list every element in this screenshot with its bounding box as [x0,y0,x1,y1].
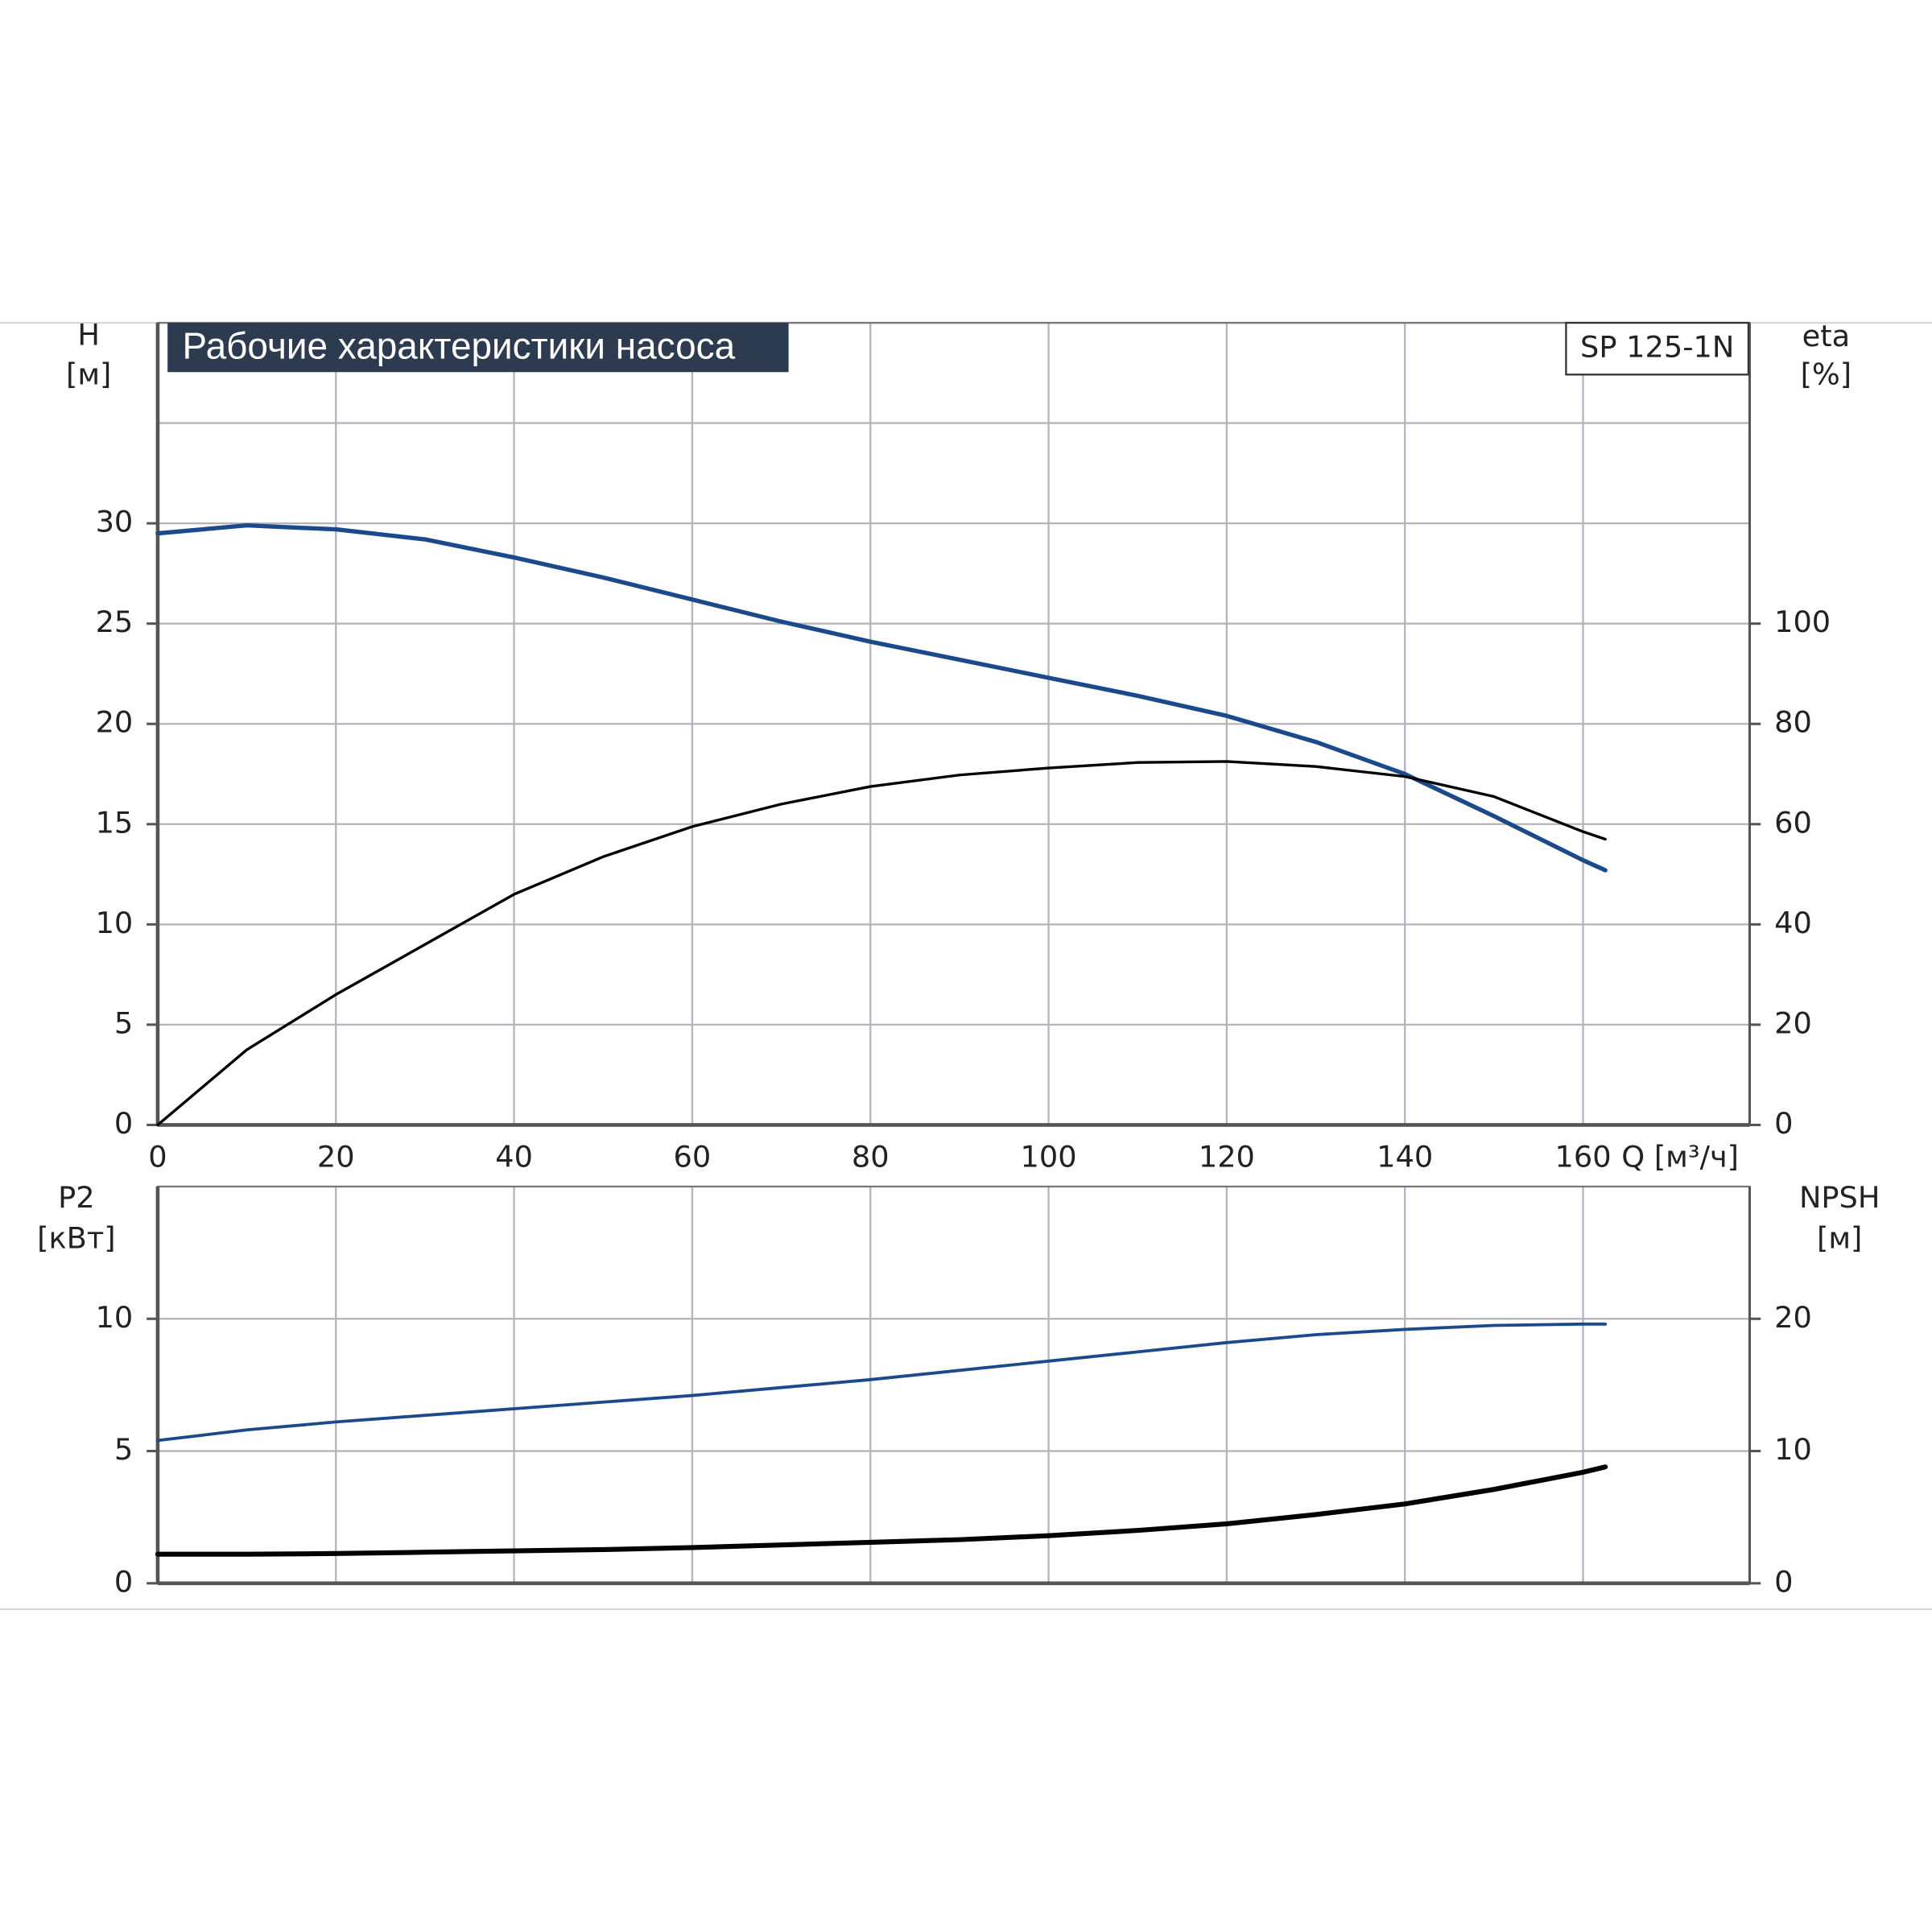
plot-frame [156,1185,1751,1584]
x-tick-label: 80 [852,1139,890,1174]
x-tick-label: 160 [1554,1139,1611,1174]
y2-axis-unit: [%] [1801,357,1852,391]
y-tick-label: 20 [96,705,134,740]
y-axis-unit: [кВт] [37,1220,115,1255]
x-tick-label: 100 [1021,1139,1077,1174]
y2-tick-label: 40 [1774,906,1812,940]
y2-axis-unit: [м] [1817,1220,1862,1255]
y2-tick-label: 20 [1774,1005,1812,1040]
y-tick-label: 5 [114,1005,133,1040]
y2-tick-label: 0 [1774,1564,1793,1599]
y2-tick-label: 20 [1774,1300,1812,1335]
y2-tick-label: 100 [1774,605,1831,639]
y2-tick-label: 10 [1774,1432,1812,1467]
y-tick-label: 10 [96,906,134,940]
series-line [156,760,1607,1127]
y2-axis-label: eta [1802,319,1850,353]
y-tick-label: 30 [96,505,134,539]
y-tick-label: 25 [96,605,134,639]
y2-tick-label: 0 [1774,1106,1793,1141]
y-axis-unit: [м] [66,357,111,391]
y-axis-label: P2 [58,1180,95,1215]
x-tick-label: 140 [1377,1139,1433,1174]
x-tick-label: 0 [148,1139,167,1174]
y2-tick-label: 80 [1774,705,1812,740]
model-box [1565,321,1750,376]
y-tick-label: 10 [96,1300,134,1335]
title-box [167,323,789,373]
x-tick-label: 20 [317,1139,355,1174]
y-tick-label: 5 [114,1432,133,1467]
y-tick-label: 0 [114,1564,133,1599]
y2-axis-label: NPSH [1799,1180,1880,1215]
x-tick-label: 40 [495,1139,533,1174]
x-tick-label: 60 [674,1139,712,1174]
series-line [156,1322,1608,1443]
x-axis-label: Q [м³/ч] [1621,1139,1739,1174]
chart-title: Рабочие характеристики насоса [183,324,736,366]
x-tick-label: 120 [1199,1139,1255,1174]
model-label: SP 125-1N [1580,330,1734,365]
y2-tick-label: 60 [1774,805,1812,840]
y-tick-label: 15 [96,805,134,840]
y-tick-label: 0 [114,1106,133,1141]
series-line [155,1464,1608,1557]
y-axis-label: H [77,317,100,352]
series-line [155,522,1608,873]
